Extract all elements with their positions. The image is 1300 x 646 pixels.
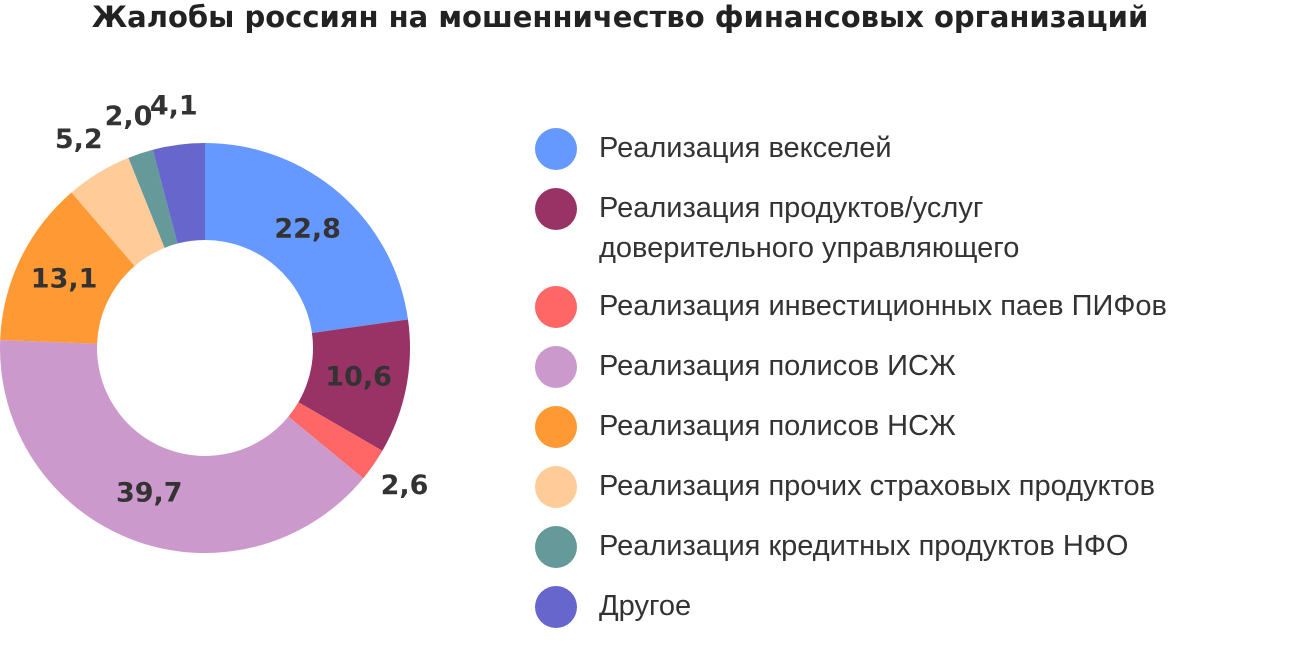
data-label: 5,2: [55, 124, 103, 155]
donut-slice: [205, 143, 409, 333]
legend-swatch: [535, 526, 577, 568]
legend-label: Другое: [599, 590, 692, 622]
data-label: 10,6: [325, 362, 392, 393]
legend-swatch: [535, 188, 577, 230]
legend-swatch: [535, 466, 577, 508]
data-label: 2,6: [381, 470, 429, 501]
legend-label: Реализация полисов ИСЖ: [599, 350, 956, 382]
legend-label: Реализация инвестиционных паев ПИФов: [599, 290, 1167, 322]
legend-item: Реализация инвестиционных паев ПИФов: [535, 286, 1295, 328]
data-label: 4,1: [150, 91, 198, 122]
legend-item: Реализация продуктов/услуг доверительног…: [535, 188, 1115, 268]
legend-item: Реализация векселей: [535, 128, 1295, 170]
legend-label: Реализация векселей: [599, 132, 892, 164]
legend-swatch: [535, 346, 577, 388]
donut-slice: [0, 339, 364, 553]
data-label: 13,1: [31, 263, 98, 294]
donut-slice: [298, 319, 411, 451]
donut-slice: [152, 143, 205, 244]
legend-swatch: [535, 406, 577, 448]
legend-label: Реализация кредитных продуктов НФО: [599, 530, 1129, 562]
donut-slice: [128, 149, 178, 248]
data-label: 39,7: [116, 478, 183, 509]
donut-slice: [71, 157, 165, 267]
donut-slice: [0, 192, 135, 344]
legend-swatch: [535, 286, 577, 328]
legend-item: Другое: [535, 586, 1295, 628]
legend-swatch: [535, 128, 577, 170]
donut-slice: [288, 402, 383, 479]
legend-label: Реализация продуктов/услуг доверительног…: [599, 192, 1020, 264]
page: Жалобы россиян на мошенничество финансов…: [0, 0, 1167, 628]
legend-swatch: [535, 586, 577, 628]
chart: 22,8 10,6 2,6 39,7 13,1 5,22,04,1: [0, 91, 429, 553]
legend: Реализация векселей Реализация продуктов/…: [535, 128, 1295, 646]
legend-label: Реализация прочих страховых продуктов: [599, 470, 1156, 502]
legend-item: Реализация полисов ИСЖ: [535, 346, 1295, 388]
legend-label: Реализация полисов НСЖ: [599, 410, 956, 442]
legend-item: Реализация кредитных продуктов НФО: [535, 526, 1295, 568]
chart-title: Жалобы россиян на мошенничество финансов…: [91, 0, 1149, 34]
legend-item: Реализация прочих страховых продуктов: [535, 466, 1295, 508]
legend-item: Реализация полисов НСЖ: [535, 406, 1295, 448]
data-label: 22,8: [274, 213, 341, 244]
data-label: 2,0: [105, 101, 153, 132]
